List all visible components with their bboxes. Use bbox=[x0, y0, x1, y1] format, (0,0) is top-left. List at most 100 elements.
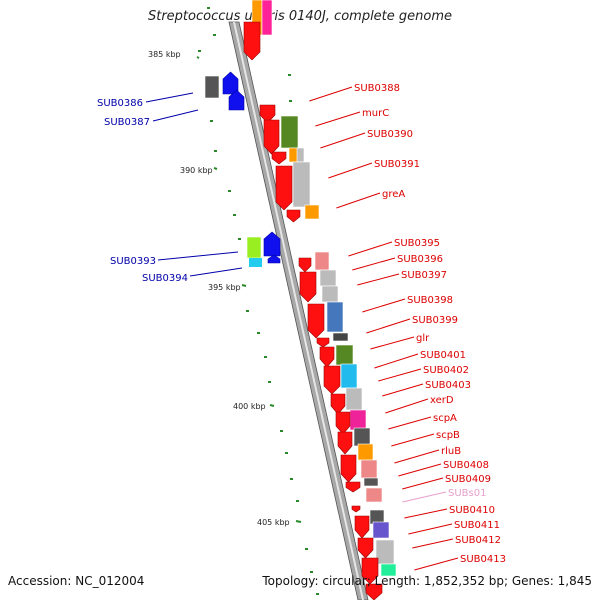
gene-label-reverse: SUB0395 bbox=[394, 238, 440, 249]
scale-tick-label: 385 kbp bbox=[148, 50, 181, 59]
cog-block bbox=[204, 75, 220, 99]
gene-label-reverse: SUB0412 bbox=[455, 535, 501, 546]
gene-arrow bbox=[335, 411, 351, 435]
leader-line bbox=[309, 86, 353, 102]
scale-dot bbox=[228, 190, 231, 192]
gene-arrow bbox=[361, 557, 379, 585]
gene-arrow bbox=[271, 151, 287, 165]
leader-line bbox=[404, 508, 448, 519]
gene-arrow bbox=[286, 209, 301, 223]
gene-label-forward: SUB0387 bbox=[104, 117, 150, 128]
rna-label: SUBs01 bbox=[448, 488, 486, 499]
gene-arrow bbox=[345, 481, 361, 493]
leader-line bbox=[157, 251, 239, 261]
cog-block bbox=[319, 269, 337, 287]
gene-label-forward: SUB0394 bbox=[142, 273, 188, 284]
leader-line bbox=[315, 111, 361, 127]
scale-dot bbox=[233, 214, 236, 216]
gene-arrow bbox=[351, 505, 361, 513]
label-leader-lines bbox=[145, 86, 459, 571]
cog-block bbox=[380, 563, 397, 577]
scale-tick-label: 400 kbp bbox=[233, 402, 266, 411]
leader-line bbox=[189, 267, 243, 277]
scale-dot bbox=[214, 150, 217, 152]
cog-block bbox=[375, 539, 395, 565]
scale-tick-label: 405 kbp bbox=[257, 518, 290, 527]
scale-dot bbox=[280, 430, 283, 432]
leader-line bbox=[408, 523, 453, 535]
scale-dot bbox=[238, 238, 241, 240]
gene-label-forward: SUB0386 bbox=[97, 98, 143, 109]
leader-line bbox=[145, 92, 194, 103]
gene-label-reverse: glr bbox=[416, 333, 430, 344]
leader-line bbox=[328, 162, 373, 179]
leader-line bbox=[352, 257, 396, 271]
scale-dot bbox=[198, 50, 201, 52]
gene-arrow bbox=[337, 431, 353, 455]
gene-label-reverse: murC bbox=[362, 108, 389, 119]
scale-dot bbox=[296, 500, 299, 502]
gene-arrow bbox=[259, 104, 276, 124]
gene-arrow bbox=[298, 257, 312, 273]
cog-block bbox=[332, 332, 349, 342]
scale-tick-label: 395 kbp bbox=[208, 283, 241, 292]
gene-label-reverse: SUB0409 bbox=[445, 474, 491, 485]
leader-line bbox=[414, 557, 459, 571]
gene-arrow-forward bbox=[249, 258, 262, 267]
gene-label-reverse: SUB0399 bbox=[412, 315, 458, 326]
scale-dot bbox=[289, 100, 292, 102]
cog-block bbox=[292, 161, 311, 208]
gene-arrow bbox=[319, 346, 335, 368]
gene-label-reverse: SUB0396 bbox=[397, 254, 443, 265]
cog-block bbox=[357, 443, 374, 461]
genome-backbone-highlight bbox=[233, 22, 364, 600]
map-title: Streptococcus uberis 0140J, complete gen… bbox=[147, 9, 453, 24]
gene-arrow bbox=[340, 454, 357, 483]
gene-label-reverse: SUB0413 bbox=[460, 554, 506, 565]
gene-labels: SUB0386 SUB0387 SUB0393 SUB0394 SUB0388 murC S… bbox=[97, 83, 506, 565]
gene-label-reverse: SUB0398 bbox=[407, 295, 453, 306]
gene-label-forward: SUB0393 bbox=[110, 256, 156, 267]
gene-label-reverse: greA bbox=[382, 189, 405, 200]
leader-line bbox=[366, 318, 411, 334]
leader-line bbox=[378, 368, 422, 382]
scale-dot bbox=[257, 332, 260, 334]
cog-block bbox=[365, 487, 383, 503]
gene-label-reverse: SUB0390 bbox=[367, 129, 413, 140]
gene-label-reverse: SUB0401 bbox=[420, 350, 466, 361]
scale-dot bbox=[246, 310, 249, 312]
leader-line bbox=[362, 298, 406, 313]
gene-label-reverse: rluB bbox=[441, 446, 461, 457]
scale-dot bbox=[288, 74, 291, 76]
gene-arrow bbox=[365, 583, 383, 600]
leader-line bbox=[402, 477, 444, 490]
cog-block bbox=[280, 115, 299, 149]
leader-line bbox=[382, 383, 424, 397]
cog-block bbox=[363, 477, 379, 487]
scale-dot bbox=[310, 571, 313, 573]
cog-block bbox=[345, 387, 363, 411]
accession-text: Accession: NC_012004 bbox=[8, 574, 145, 588]
scale-tick-mark bbox=[269, 404, 275, 407]
leader-line bbox=[152, 109, 199, 122]
leader-line bbox=[374, 353, 419, 369]
gene-label-reverse: SUB0402 bbox=[423, 365, 469, 376]
scale-dot bbox=[213, 34, 216, 36]
leader-line bbox=[370, 336, 415, 350]
gene-arrows bbox=[222, 21, 383, 600]
scale-tick-mark bbox=[196, 56, 200, 59]
leader-line bbox=[398, 463, 442, 477]
cog-block bbox=[304, 204, 320, 220]
gene-arrow bbox=[275, 165, 293, 211]
topology-text: Topology: circular; Length: 1,852,352 bp… bbox=[262, 574, 592, 588]
gene-label-reverse: xerD bbox=[430, 395, 454, 406]
scale-dot bbox=[316, 593, 319, 595]
gene-label-reverse: SUB0410 bbox=[449, 505, 495, 516]
cog-block bbox=[314, 251, 330, 271]
scale-dot bbox=[264, 356, 267, 358]
gene-arrow bbox=[354, 515, 370, 539]
leader-line bbox=[391, 433, 435, 447]
gene-arrow-forward bbox=[228, 89, 245, 111]
